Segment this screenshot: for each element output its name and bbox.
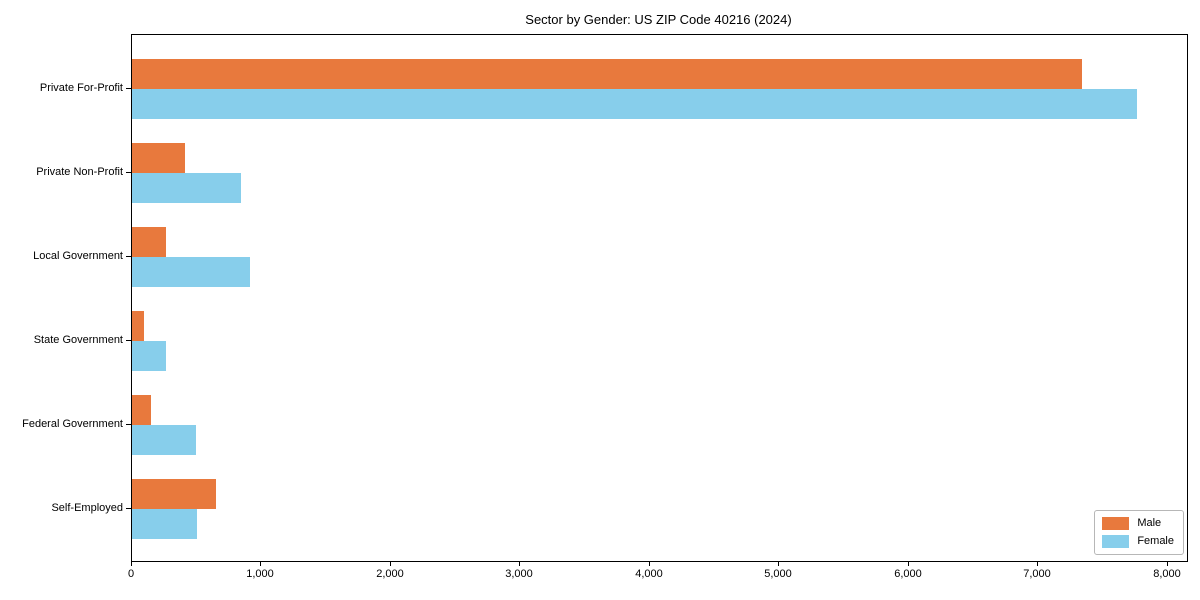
bar-female-local-government [132, 257, 250, 287]
female-legend-label: Female [1137, 535, 1174, 547]
x-tick-mark [1167, 561, 1168, 566]
bar-male-local-government [132, 227, 166, 257]
y-tick-label-local-government: Local Government [33, 250, 123, 262]
bars-layer [132, 35, 1187, 561]
y-tick-mark [126, 172, 131, 173]
bar-female-federal-government [132, 425, 196, 455]
bar-female-self-employed [132, 509, 197, 539]
x-tick-label-0: 0 [127, 568, 135, 580]
female-legend-swatch [1102, 535, 1130, 548]
y-tick-label-private-for-profit: Private For-Profit [39, 82, 123, 94]
y-tick-label-self-employed: Self-Employed [51, 502, 123, 514]
bar-female-state-government [132, 341, 166, 371]
x-tick-label-4-000: 4,000 [635, 568, 663, 580]
y-tick-label-private-non-profit: Private Non-Profit [36, 166, 123, 178]
x-tick-mark [390, 561, 391, 566]
x-tick-label-8-000: 8,000 [1153, 568, 1181, 580]
chart-title: Sector by Gender: US ZIP Code 40216 (202… [525, 12, 792, 27]
y-tick-label-state-government: State Government [33, 334, 123, 346]
x-tick-label-1-000: 1,000 [246, 568, 274, 580]
bar-male-private-for-profit [132, 59, 1082, 89]
bar-male-private-non-profit [132, 143, 185, 173]
bar-male-self-employed [132, 479, 216, 509]
x-tick-mark [908, 561, 909, 566]
plot-area: Male Female [131, 34, 1188, 562]
x-tick-label-3-000: 3,000 [505, 568, 533, 580]
y-tick-mark [126, 508, 131, 509]
x-tick-mark [519, 561, 520, 566]
y-tick-label-federal-government: Federal Government [22, 418, 123, 430]
x-tick-mark [1037, 561, 1038, 566]
y-tick-mark [126, 340, 131, 341]
bar-male-federal-government [132, 395, 151, 425]
x-tick-label-5-000: 5,000 [764, 568, 792, 580]
x-tick-mark [260, 561, 261, 566]
bar-male-state-government [132, 311, 144, 341]
male-legend-swatch [1102, 517, 1130, 530]
y-tick-mark [126, 424, 131, 425]
legend-item-female: Female [1102, 535, 1174, 548]
x-tick-mark [649, 561, 650, 566]
y-tick-mark [126, 88, 131, 89]
y-tick-mark [126, 256, 131, 257]
x-tick-mark [131, 561, 132, 566]
bar-female-private-for-profit [132, 89, 1137, 119]
legend-item-male: Male [1102, 517, 1174, 530]
legend: Male Female [1094, 510, 1184, 555]
x-tick-label-6-000: 6,000 [894, 568, 922, 580]
male-legend-label: Male [1137, 517, 1162, 529]
x-tick-label-7-000: 7,000 [1023, 568, 1051, 580]
bar-female-private-non-profit [132, 173, 241, 203]
x-tick-label-2-000: 2,000 [376, 568, 404, 580]
x-tick-mark [778, 561, 779, 566]
